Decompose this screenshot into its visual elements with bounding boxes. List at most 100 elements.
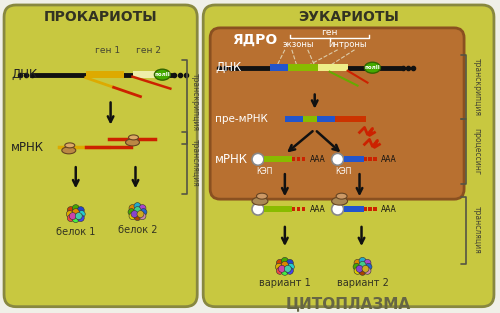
Circle shape <box>72 211 79 218</box>
Text: вариант 1: вариант 1 <box>259 278 310 288</box>
Text: ген: ген <box>322 28 338 37</box>
Circle shape <box>76 213 82 219</box>
Circle shape <box>359 263 366 270</box>
Bar <box>346 116 366 122</box>
Circle shape <box>362 265 369 272</box>
Circle shape <box>282 261 288 268</box>
Text: ААА: ААА <box>310 155 326 164</box>
Circle shape <box>139 205 146 212</box>
Text: ЦИТОПЛАЗМА: ЦИТОПЛАЗМА <box>286 296 411 311</box>
Bar <box>300 64 318 71</box>
Bar <box>292 207 296 211</box>
Ellipse shape <box>154 69 170 80</box>
Text: белок 1: белок 1 <box>56 227 96 237</box>
Bar <box>264 206 292 212</box>
Ellipse shape <box>128 135 138 140</box>
Text: ААА: ААА <box>382 205 397 213</box>
Circle shape <box>356 265 363 272</box>
Circle shape <box>332 203 344 215</box>
FancyBboxPatch shape <box>4 5 197 307</box>
Ellipse shape <box>332 197 347 205</box>
Bar <box>334 116 346 122</box>
Bar <box>374 157 377 161</box>
Circle shape <box>72 216 79 223</box>
Bar <box>318 64 334 71</box>
Circle shape <box>252 203 264 215</box>
FancyBboxPatch shape <box>210 28 464 199</box>
Circle shape <box>359 257 366 264</box>
Circle shape <box>354 267 361 274</box>
Circle shape <box>134 208 141 216</box>
Circle shape <box>284 265 292 272</box>
Text: транскрипция: транскрипция <box>472 58 482 115</box>
Circle shape <box>140 208 147 216</box>
Circle shape <box>72 205 79 212</box>
Circle shape <box>128 208 135 216</box>
Bar <box>86 71 124 78</box>
Circle shape <box>282 263 288 270</box>
Circle shape <box>139 213 146 219</box>
Circle shape <box>276 267 283 274</box>
Bar <box>288 64 300 71</box>
Bar <box>368 207 372 211</box>
Circle shape <box>66 211 73 218</box>
Circle shape <box>276 263 282 270</box>
Bar <box>285 116 303 122</box>
Ellipse shape <box>256 193 268 199</box>
Bar <box>303 116 316 122</box>
Circle shape <box>137 211 144 218</box>
Text: трансляция: трансляция <box>472 206 482 254</box>
Circle shape <box>276 259 283 266</box>
Circle shape <box>252 153 264 165</box>
Bar <box>297 157 300 161</box>
Circle shape <box>359 261 366 268</box>
Circle shape <box>129 213 136 219</box>
Circle shape <box>278 265 285 272</box>
Circle shape <box>286 267 294 274</box>
Text: ААА: ААА <box>310 205 326 213</box>
Bar <box>374 207 377 211</box>
Text: ЭУКАРИОТЫ: ЭУКАРИОТЫ <box>298 10 399 24</box>
Bar <box>344 206 363 212</box>
Circle shape <box>282 268 288 275</box>
Circle shape <box>77 215 84 222</box>
Bar <box>364 157 367 161</box>
Circle shape <box>353 263 360 270</box>
Bar <box>302 157 306 161</box>
Ellipse shape <box>62 147 76 154</box>
FancyBboxPatch shape <box>203 5 494 307</box>
Text: мРНК: мРНК <box>215 153 248 166</box>
Circle shape <box>286 259 294 266</box>
Text: ген 2: ген 2 <box>136 46 161 55</box>
Circle shape <box>282 257 288 264</box>
Text: ген 1: ген 1 <box>95 46 120 55</box>
Text: мРНК: мРНК <box>11 141 44 154</box>
Circle shape <box>68 207 74 213</box>
Circle shape <box>332 153 344 165</box>
Bar <box>344 156 363 162</box>
Ellipse shape <box>336 193 347 199</box>
Ellipse shape <box>364 62 380 73</box>
Text: транскрипция: транскрипция <box>190 73 200 131</box>
Bar <box>316 116 334 122</box>
Bar <box>297 207 300 211</box>
Bar <box>368 157 372 161</box>
Circle shape <box>68 215 74 222</box>
Circle shape <box>134 203 141 210</box>
Text: ААА: ААА <box>382 155 397 164</box>
Ellipse shape <box>65 143 75 148</box>
Bar <box>264 156 292 162</box>
Text: полII: полII <box>364 65 380 70</box>
Text: экзоны: экзоны <box>282 40 314 49</box>
Circle shape <box>131 211 138 218</box>
Ellipse shape <box>252 197 268 205</box>
Circle shape <box>365 263 372 270</box>
Ellipse shape <box>126 139 140 146</box>
Text: ПРОКАРИОТЫ: ПРОКАРИОТЫ <box>44 10 158 24</box>
Text: процессинг: процессинг <box>472 128 482 175</box>
Circle shape <box>288 263 294 270</box>
Circle shape <box>72 208 79 216</box>
Bar <box>334 64 347 71</box>
Text: ДНК: ДНК <box>215 61 242 74</box>
Bar <box>364 207 367 211</box>
